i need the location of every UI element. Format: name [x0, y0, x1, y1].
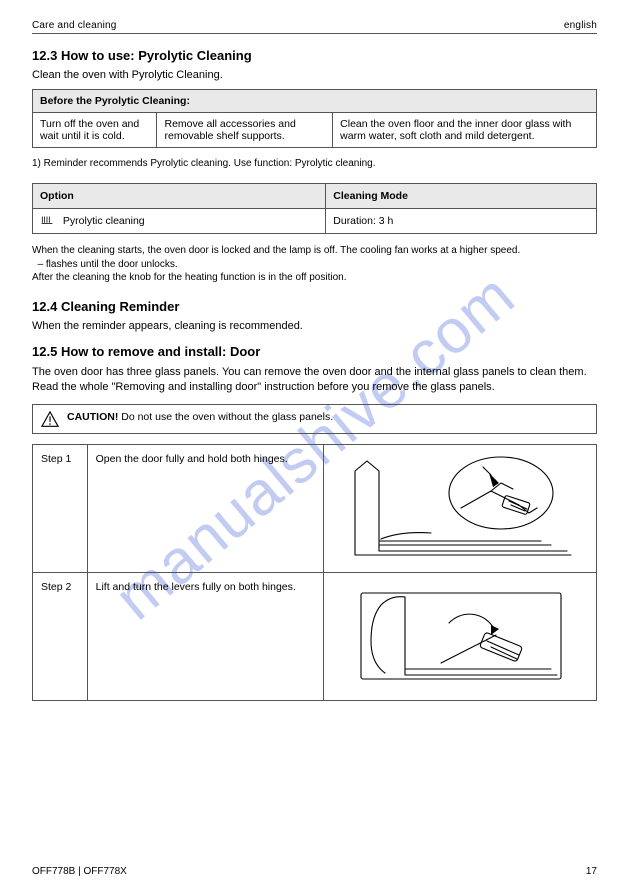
caution-text: CAUTION! Do not use the oven without the… — [67, 411, 333, 423]
pyro-option-table: Option Cleaning Mode Pyrolytic cleaning … — [32, 183, 597, 234]
pyro-header-right: Cleaning Mode — [326, 184, 597, 209]
table1-cell-2: Clean the oven floor and the inner door … — [333, 113, 597, 148]
page-header: Care and cleaning english — [32, 20, 597, 34]
longnote-line3: After the cleaning the knob for the heat… — [32, 272, 346, 283]
pyro-row-left: Pyrolytic cleaning — [33, 209, 326, 234]
header-right: english — [564, 20, 597, 31]
step1-num: Step 1 — [33, 445, 88, 573]
steps-table: Step 1 Open the door fully and hold both… — [32, 444, 597, 701]
table1-header: Before the Pyrolytic Cleaning: — [33, 90, 597, 113]
step2-num: Step 2 — [33, 573, 88, 701]
section3-body: The oven door has three glass panels. Yo… — [32, 365, 597, 395]
step2-text: Lift and turn the levers fully on both h… — [87, 573, 323, 701]
section3-title: How to remove and install: Door — [61, 344, 260, 359]
step2-illustration — [323, 573, 596, 701]
long-note: When the cleaning starts, the oven door … — [32, 244, 597, 285]
section3-number: 12.5 — [32, 344, 57, 359]
step1-text: Open the door fully and hold both hinges… — [87, 445, 323, 573]
intro-text: Clean the oven with Pyrolytic Cleaning. — [32, 69, 597, 81]
pyro-header-left: Option — [33, 184, 326, 209]
footer-page: 17 — [586, 866, 597, 877]
header-left: Care and cleaning — [32, 20, 117, 31]
table1-cell-0: Turn off the oven and wait until it is c… — [33, 113, 157, 148]
note-1: 1) Reminder recommends Pyrolytic cleanin… — [32, 158, 597, 169]
before-cleaning-table: Before the Pyrolytic Cleaning: Turn off … — [32, 89, 597, 148]
footer-model: OFF778B | OFF778X — [32, 866, 127, 877]
section-title: How to use: Pyrolytic Cleaning — [61, 48, 252, 63]
section-heading-3: 12.5 How to remove and install: Door — [32, 344, 597, 359]
pyro-row-right: Duration: 3 h — [326, 209, 597, 234]
caution-label: CAUTION! — [67, 411, 118, 423]
longnote-line1: When the cleaning starts, the oven door … — [32, 245, 520, 256]
longnote-line2: – flashes until the door unlocks. — [38, 259, 178, 270]
step1-illustration — [323, 445, 596, 573]
pyro-row-left-text: Pyrolytic cleaning — [63, 215, 145, 227]
section2-title: Cleaning Reminder — [61, 299, 179, 314]
section-heading-2: 12.4 Cleaning Reminder — [32, 299, 597, 314]
caution-body: Do not use the oven without the glass pa… — [121, 411, 333, 423]
caution-box: CAUTION! Do not use the oven without the… — [32, 404, 597, 434]
table1-cell-1: Remove all accessories and removable she… — [157, 113, 333, 148]
section2-number: 12.4 — [32, 299, 57, 314]
pyro-icon — [40, 215, 54, 227]
caution-icon — [41, 411, 59, 427]
section2-body: When the reminder appears, cleaning is r… — [32, 320, 597, 332]
section-heading-1: 12.3 How to use: Pyrolytic Cleaning — [32, 48, 597, 63]
section-number: 12.3 — [32, 48, 57, 63]
page-footer: OFF778B | OFF778X 17 — [32, 866, 597, 877]
